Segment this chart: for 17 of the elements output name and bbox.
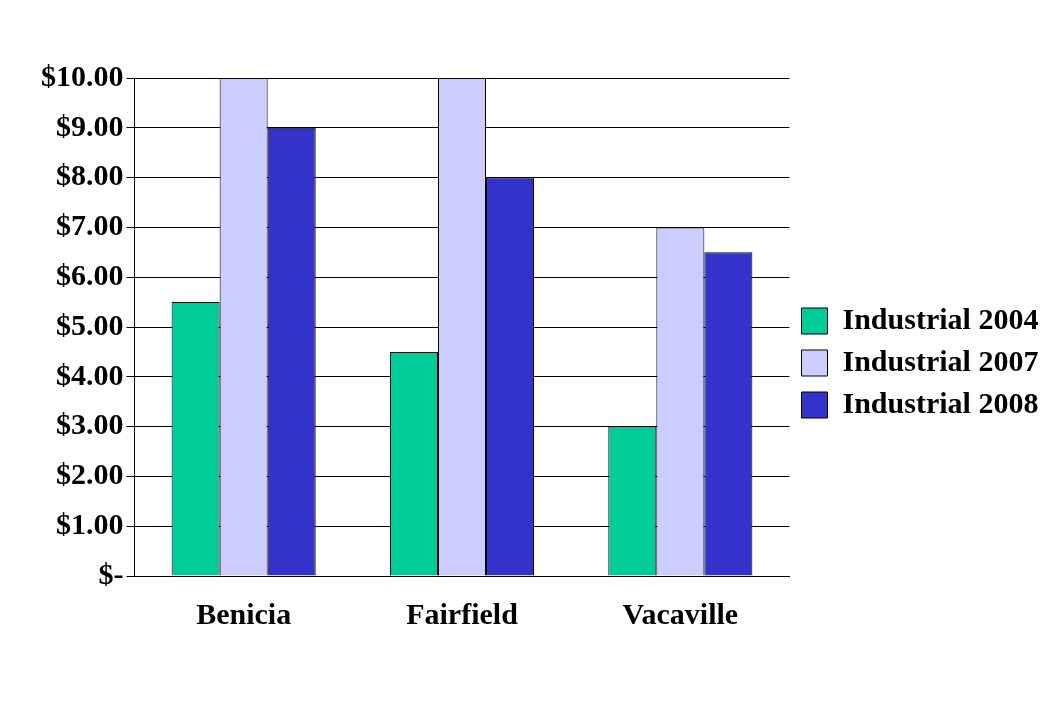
y-tick-label: $3.00: [56, 407, 124, 441]
y-tick-label: $-: [98, 556, 124, 590]
y-tick-label: $9.00: [56, 108, 124, 142]
x-tick-label: Vacaville: [622, 596, 739, 630]
legend-label: Industrial 2007: [842, 343, 1039, 377]
y-tick-label: $8.00: [56, 158, 124, 192]
legend-label: Industrial 2004: [842, 301, 1039, 335]
y-tick-label: $1.00: [56, 506, 124, 540]
x-tick-label: Fairfield: [406, 596, 519, 630]
x-tick-label: Benicia: [196, 596, 292, 630]
y-tick-label: $2.00: [56, 457, 124, 491]
y-tick-label: $4.00: [56, 357, 124, 391]
y-tick-label: $6.00: [56, 257, 124, 291]
y-tick-label: $5.00: [56, 307, 124, 341]
legend-label: Industrial 2008: [842, 385, 1039, 419]
y-tick-label: $7.00: [56, 208, 124, 242]
y-tick-label: $10.00: [41, 58, 124, 92]
